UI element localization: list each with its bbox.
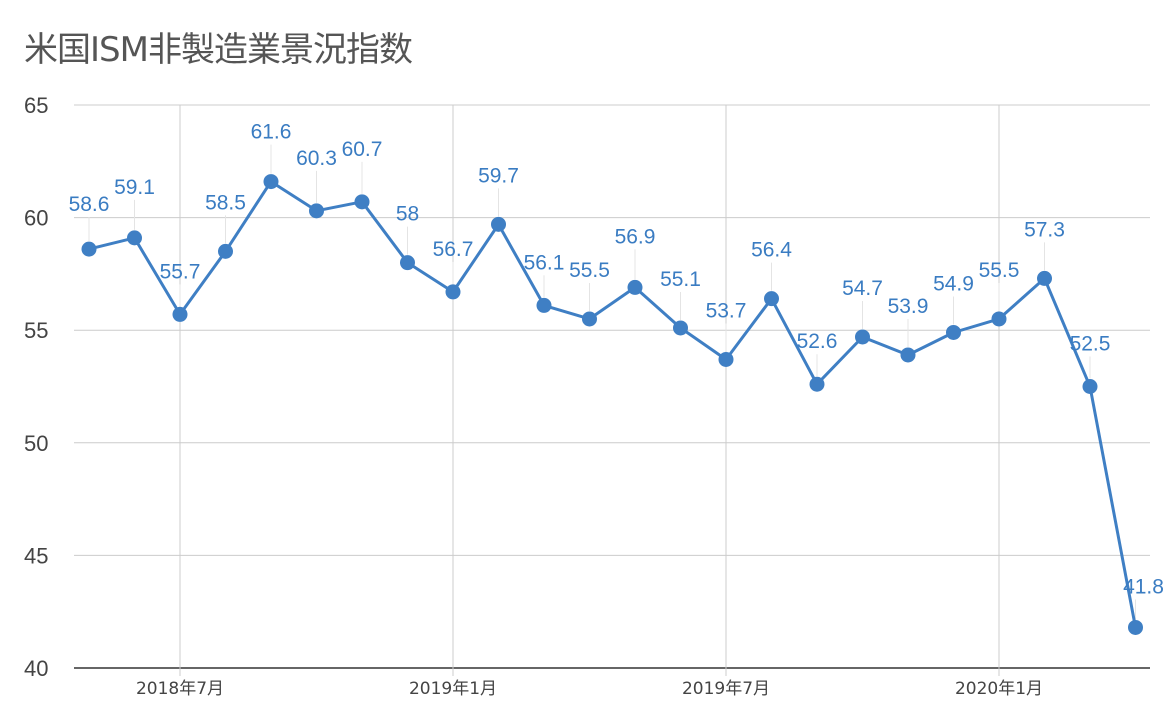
data-point xyxy=(491,216,506,232)
data-point xyxy=(582,311,597,327)
data-labels: 58.659.1 55.7 58.5 61.660.3 60.7 58 56.7 59.7 56… xyxy=(69,121,1164,599)
data-point xyxy=(764,291,779,307)
data-label-leaders xyxy=(88,144,1136,620)
data-point xyxy=(127,230,142,246)
data-label: 58.5 xyxy=(205,191,246,214)
data-label: 59.1 xyxy=(114,176,155,199)
data-point xyxy=(855,329,870,345)
data-point xyxy=(172,306,188,322)
data-label: 58.6 xyxy=(69,193,110,216)
data-point xyxy=(354,194,370,210)
x-tick-label: 2019年1月 xyxy=(409,679,497,699)
data-label: 52.5 xyxy=(1070,333,1111,356)
data-point xyxy=(1037,270,1052,286)
data-point xyxy=(1082,379,1098,394)
data-point xyxy=(309,203,324,219)
data-label: 60.3 xyxy=(296,147,337,170)
data-label: 59.7 xyxy=(478,164,519,187)
data-label: 56.7 xyxy=(433,238,474,261)
data-point xyxy=(991,311,1007,327)
y-tick-label: 60 xyxy=(24,206,48,231)
y-tick-label: 45 xyxy=(24,543,48,568)
data-label: 54.9 xyxy=(933,272,974,295)
data-point xyxy=(946,324,961,340)
series-polyline xyxy=(88,180,1137,628)
data-point xyxy=(627,279,643,295)
y-tick-label: 55 xyxy=(24,318,48,343)
data-point xyxy=(900,347,916,363)
data-label: 56.9 xyxy=(615,225,656,248)
data-label: 60.7 xyxy=(342,138,383,161)
data-label: 57.3 xyxy=(1024,218,1065,241)
data-label: 58 xyxy=(396,203,419,226)
x-axis-ticks: 2018年7月 2019年1月 2019年7月 2020年1月 xyxy=(136,679,1043,699)
data-label: 54.7 xyxy=(842,277,883,300)
data-label: 41.8 xyxy=(1123,575,1164,598)
y-tick-label: 50 xyxy=(24,431,48,456)
data-point xyxy=(218,243,233,259)
data-label: 53.9 xyxy=(888,295,929,318)
data-point xyxy=(1128,619,1143,635)
data-label: 55.1 xyxy=(660,268,701,291)
data-point xyxy=(445,284,461,300)
series-line xyxy=(88,180,1137,628)
y-tick-label: 65 xyxy=(24,93,48,118)
data-point xyxy=(81,241,97,257)
chart-title: 米国ISM非製造業景況指数 xyxy=(24,30,413,70)
data-point xyxy=(400,255,415,271)
x-tick-label: 2019年7月 xyxy=(682,679,770,699)
data-label: 55.5 xyxy=(569,259,610,282)
data-point xyxy=(809,376,825,392)
data-points xyxy=(81,174,1143,635)
data-label: 56.4 xyxy=(751,239,792,262)
x-tick-label: 2018年7月 xyxy=(136,679,224,699)
data-point xyxy=(718,351,734,367)
data-label: 61.6 xyxy=(251,121,292,144)
data-point xyxy=(673,320,688,336)
data-point xyxy=(263,174,279,190)
x-tick-label: 2020年1月 xyxy=(955,679,1043,699)
data-label: 55.7 xyxy=(160,260,201,283)
data-point xyxy=(536,297,552,313)
data-label: 55.5 xyxy=(979,259,1020,282)
data-label: 53.7 xyxy=(706,299,747,322)
data-label: 56.1 xyxy=(524,251,565,274)
data-label: 52.6 xyxy=(797,330,838,353)
y-axis-ticks: 40 45 50 55 60 65 xyxy=(24,93,48,681)
y-tick-label: 40 xyxy=(24,656,48,681)
grid-lines xyxy=(74,104,1150,676)
